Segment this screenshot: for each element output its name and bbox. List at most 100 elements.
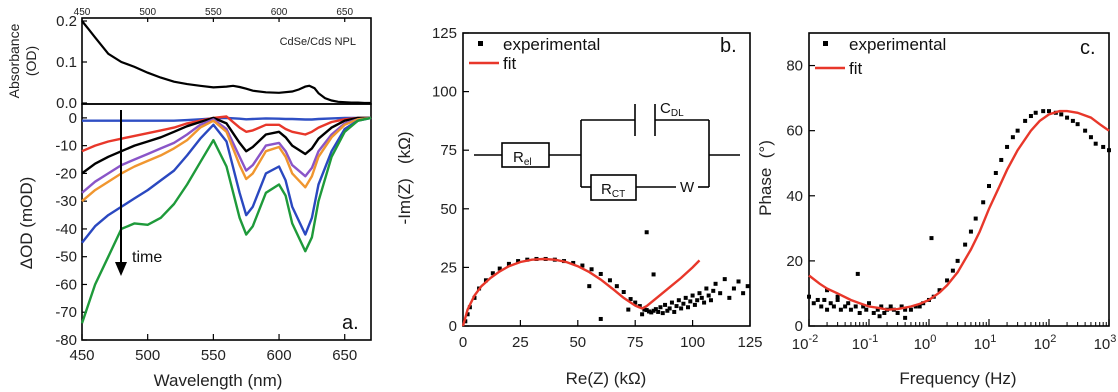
experimental-point-c <box>848 307 853 312</box>
experimental-point-c <box>843 304 848 309</box>
delta-od-line <box>80 116 372 324</box>
x-tick-label-b: 125 <box>737 334 762 351</box>
experimental-point <box>718 291 723 296</box>
panel-c: 10-2 10-1 100 101 102 103 0 20 40 60 80 experiment… <box>756 32 1116 388</box>
absorbance-series <box>81 20 371 105</box>
experimental-point-c <box>981 200 986 205</box>
experimental-point <box>614 284 619 289</box>
absorbance-y-tick-label: 0.0 <box>56 95 77 112</box>
experimental-point-c <box>888 304 893 309</box>
y-tick-label-c: 80 <box>786 58 803 75</box>
experimental-point-c <box>1088 135 1093 140</box>
y-tick-label-c: 40 <box>786 188 803 205</box>
experimental-point <box>702 300 707 305</box>
experimental-point-c <box>903 315 908 320</box>
experimental-point-c <box>819 304 824 309</box>
experimental-point-c <box>987 184 991 189</box>
bode-axes: 10-2 10-1 100 101 102 103 0 20 40 60 80 <box>786 58 1116 353</box>
time-arrow-label: time <box>132 249 162 266</box>
y-tick-label-b: 0 <box>449 318 457 335</box>
experimental-point <box>697 291 702 296</box>
experimental-point <box>708 298 713 303</box>
experimental-point-c <box>945 278 950 283</box>
x-tick-label-c: 100 <box>914 333 937 353</box>
experimental-point <box>741 291 746 296</box>
panel-a: 450 500 550 600 650 0.0 0.1 0.2 450 500 550 600 650… <box>6 7 372 390</box>
panel-b: 0 25 50 75 100 125 0 25 50 75 100 125 experimental … <box>395 25 763 388</box>
experimental-point <box>660 311 665 316</box>
y-tick-label-b: 25 <box>440 259 457 276</box>
y-tick-label-c: 20 <box>786 253 803 270</box>
experimental-point-c <box>867 301 871 306</box>
x-tick-label-b: 0 <box>459 334 467 351</box>
experimental-point-c <box>913 304 918 309</box>
bode-phase-plot-frame <box>808 32 1110 327</box>
top-x-tick-label: 650 <box>336 7 353 18</box>
experimental-point <box>483 278 488 283</box>
top-x-tick-label: 600 <box>271 7 288 18</box>
experimental-point-c <box>815 297 820 302</box>
experimental-point <box>722 277 727 282</box>
experimental-point-c <box>879 304 884 309</box>
y-tick-label-a: -10 <box>55 138 77 155</box>
experimental-point-c <box>1028 114 1033 119</box>
sample-annotation: CdSe/CdS NPL <box>280 36 356 48</box>
x-tick-label-b: 100 <box>680 334 705 351</box>
experimental-point-c <box>1059 112 1064 117</box>
x-tick-label-a: 650 <box>332 347 357 364</box>
experimental-point <box>465 312 470 317</box>
experimental-point <box>653 307 658 312</box>
experimental-point <box>667 306 672 311</box>
y-tick-label-a: -70 <box>55 304 77 321</box>
y-axis-title-absorbance-line2: (OD) <box>23 46 39 76</box>
panel-label-b: b. <box>720 35 737 57</box>
y-tick-label-a: -40 <box>55 221 77 238</box>
experimental-point-c <box>955 258 960 263</box>
legend-marker-experimental <box>478 41 483 46</box>
label-c-dl: CDL <box>660 100 684 119</box>
experimental-point <box>676 298 681 303</box>
top-x-tick-label: 500 <box>139 7 156 18</box>
nyquist-axes: 0 25 50 75 100 125 0 25 50 75 100 125 <box>432 25 763 351</box>
experimental-point <box>713 281 718 286</box>
experimental-point-c <box>882 310 887 315</box>
experimental-point <box>607 278 612 283</box>
x-tick-label-b: 75 <box>627 334 644 351</box>
y-tick-label-b: 75 <box>440 142 457 159</box>
top-x-tick-label: 450 <box>74 7 91 18</box>
experimental-point-c <box>1015 128 1020 133</box>
delta-od-series <box>80 115 372 324</box>
bode-series <box>807 109 1111 320</box>
experimental-point <box>646 309 651 314</box>
label-warburg: W <box>680 179 695 196</box>
transient-absorption-plot-frame <box>81 103 372 341</box>
x-tick-label-a: 500 <box>135 347 160 364</box>
experimental-point-c <box>1093 141 1098 146</box>
absorbance-y-tick-label: 0.2 <box>56 13 77 30</box>
experimental-point-c <box>822 297 827 302</box>
experimental-point-c <box>835 294 840 299</box>
experimental-point-c <box>825 288 830 293</box>
legend-label-experimental: experimental <box>503 35 600 54</box>
y-tick-label-b: 125 <box>432 25 457 42</box>
experimental-point <box>695 298 700 303</box>
experimental-point <box>688 299 693 304</box>
delta-od-line <box>82 116 371 122</box>
experimental-point-c <box>1023 118 1028 123</box>
absorbance-line <box>81 20 371 105</box>
x-axis-title-b: Re(Z) (kΩ) <box>566 369 647 388</box>
experimental-point <box>626 307 631 312</box>
equivalent-circuit: Rel CDL RCT W <box>474 100 740 201</box>
x-tick-label-c: 103 <box>1094 333 1117 353</box>
experimental-point <box>669 300 674 305</box>
x-axis-title-c: Frequency (Hz) <box>899 369 1016 388</box>
y-tick-label-a: -80 <box>55 332 77 349</box>
experimental-point-c <box>1083 128 1088 133</box>
y-tick-label-a: -60 <box>55 276 77 293</box>
experimental-point-c <box>807 294 811 299</box>
experimental-point <box>628 297 633 302</box>
experimental-point-c <box>835 297 840 302</box>
experimental-point-c <box>1047 109 1051 114</box>
experimental-point <box>690 293 695 298</box>
experimental-point-c <box>1065 115 1070 120</box>
